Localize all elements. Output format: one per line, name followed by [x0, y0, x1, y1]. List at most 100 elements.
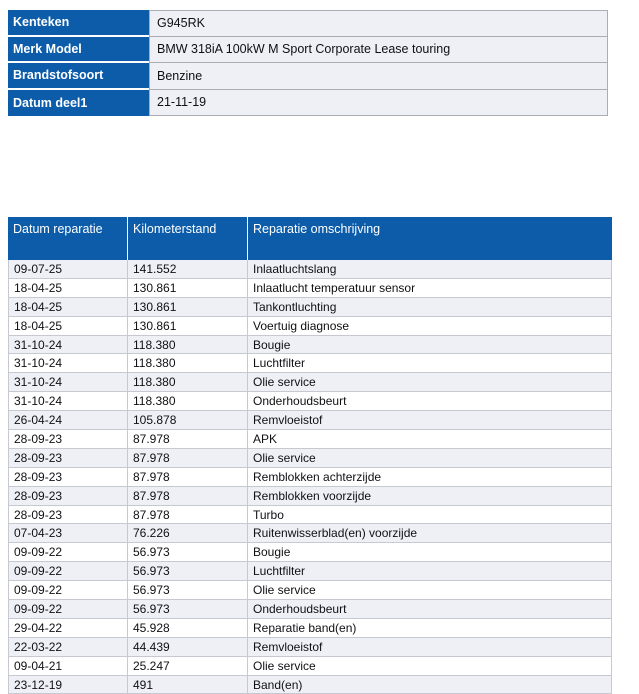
repair-km-cell: 130.861: [128, 297, 248, 317]
repair-history-body: 09-07-25 141.552 Inlaatluchtslang 18-04-…: [8, 260, 612, 694]
repair-km-cell: 118.380: [128, 392, 248, 412]
repair-km-cell: 25.247: [128, 656, 248, 676]
repair-km-cell: 491: [128, 675, 248, 694]
repair-date-cell: 22-03-22: [8, 637, 128, 657]
info-row: Brandstofsoort Benzine: [8, 63, 608, 90]
repair-km-cell: 87.978: [128, 467, 248, 487]
repair-date-cell: 18-04-25: [8, 297, 128, 317]
repair-km-cell: 118.380: [128, 335, 248, 355]
repair-header-row: Datum reparatie Kilometerstand Reparatie…: [8, 217, 612, 260]
repair-row: 09-09-22 56.973 Bougie: [8, 543, 612, 563]
info-row: Merk Model BMW 318iA 100kW M Sport Corpo…: [8, 36, 608, 63]
info-value: BMW 318iA 100kW M Sport Corporate Lease …: [149, 36, 608, 63]
info-label: Datum deel1: [8, 89, 149, 116]
repair-history-header: Datum reparatie Kilometerstand Reparatie…: [8, 217, 612, 260]
repair-km-cell: 45.928: [128, 618, 248, 638]
repair-date-cell: 18-04-25: [8, 278, 128, 298]
repair-date-cell: 23-12-19: [8, 675, 128, 694]
repair-km-cell: 56.973: [128, 600, 248, 619]
vehicle-info-body: Kenteken G945RK Merk Model BMW 318iA 100…: [8, 10, 608, 116]
repair-km-cell: 56.973: [128, 581, 248, 601]
repair-desc-cell: Luchtfilter: [248, 354, 612, 374]
repair-km-cell: 44.439: [128, 637, 248, 657]
column-header-datum-reparatie: Datum reparatie: [8, 217, 128, 260]
info-row: Kenteken G945RK: [8, 10, 608, 37]
repair-date-cell: 09-09-22: [8, 600, 128, 619]
repair-row: 23-12-19 491 Band(en): [8, 675, 612, 694]
repair-desc-cell: Voertuig diagnose: [248, 316, 612, 336]
repair-desc-cell: Remblokken voorzijde: [248, 486, 612, 506]
repair-history-table: Datum reparatie Kilometerstand Reparatie…: [8, 217, 612, 694]
repair-date-cell: 28-09-23: [8, 505, 128, 525]
repair-desc-cell: Remblokken achterzijde: [248, 467, 612, 487]
repair-row: 22-03-22 44.439 Remvloeistof: [8, 637, 612, 657]
repair-row: 31-10-24 118.380 Bougie: [8, 335, 612, 355]
repair-row: 18-04-25 130.861 Tankontluchting: [8, 297, 612, 317]
repair-date-cell: 18-04-25: [8, 316, 128, 336]
repair-date-cell: 31-10-24: [8, 373, 128, 393]
repair-date-cell: 09-09-22: [8, 581, 128, 601]
repair-date-cell: 09-07-25: [8, 260, 128, 279]
repair-row: 28-09-23 87.978 Turbo: [8, 505, 612, 525]
repair-date-cell: 09-09-22: [8, 543, 128, 563]
repair-row: 31-10-24 118.380 Luchtfilter: [8, 354, 612, 374]
repair-desc-cell: Luchtfilter: [248, 562, 612, 582]
repair-row: 09-04-21 25.247 Olie service: [8, 656, 612, 676]
repair-km-cell: 118.380: [128, 373, 248, 393]
repair-date-cell: 28-09-23: [8, 448, 128, 468]
repair-km-cell: 87.978: [128, 505, 248, 525]
repair-km-cell: 56.973: [128, 543, 248, 563]
repair-row: 29-04-22 45.928 Reparatie band(en): [8, 618, 612, 638]
repair-desc-cell: Olie service: [248, 448, 612, 468]
repair-date-cell: 09-04-21: [8, 656, 128, 676]
repair-desc-cell: Remvloeistof: [248, 637, 612, 657]
vehicle-info-table: Kenteken G945RK Merk Model BMW 318iA 100…: [8, 10, 608, 116]
repair-row: 09-09-22 56.973 Olie service: [8, 581, 612, 601]
repair-desc-cell: APK: [248, 430, 612, 449]
repair-date-cell: 28-09-23: [8, 467, 128, 487]
repair-desc-cell: Reparatie band(en): [248, 618, 612, 638]
repair-date-cell: 28-09-23: [8, 486, 128, 506]
repair-row: 28-09-23 87.978 Olie service: [8, 448, 612, 468]
info-label: Merk Model: [8, 36, 149, 63]
column-header-kilometerstand: Kilometerstand: [128, 217, 248, 260]
repair-km-cell: 76.226: [128, 524, 248, 544]
repair-date-cell: 07-04-23: [8, 524, 128, 544]
column-header-reparatie-omschrijving: Reparatie omschrijving: [248, 217, 612, 260]
repair-date-cell: 31-10-24: [8, 354, 128, 374]
repair-row: 26-04-24 105.878 Remvloeistof: [8, 411, 612, 431]
repair-row: 28-09-23 87.978 Remblokken achterzijde: [8, 467, 612, 487]
repair-desc-cell: Bougie: [248, 335, 612, 355]
repair-desc-cell: Inlaatluchtslang: [248, 260, 612, 279]
info-label: Kenteken: [8, 10, 149, 37]
repair-row: 18-04-25 130.861 Voertuig diagnose: [8, 316, 612, 336]
repair-row: 31-10-24 118.380 Onderhoudsbeurt: [8, 392, 612, 412]
repair-date-cell: 28-09-23: [8, 430, 128, 449]
repair-row: 28-09-23 87.978 APK: [8, 430, 612, 449]
repair-date-cell: 31-10-24: [8, 335, 128, 355]
repair-km-cell: 141.552: [128, 260, 248, 279]
repair-row: 09-09-22 56.973 Luchtfilter: [8, 562, 612, 582]
repair-date-cell: 31-10-24: [8, 392, 128, 412]
info-row: Datum deel1 21-11-19: [8, 89, 608, 116]
repair-desc-cell: Tankontluchting: [248, 297, 612, 317]
repair-date-cell: 26-04-24: [8, 411, 128, 431]
repair-row: 31-10-24 118.380 Olie service: [8, 373, 612, 393]
repair-desc-cell: Remvloeistof: [248, 411, 612, 431]
info-value: 21-11-19: [149, 89, 608, 116]
repair-km-cell: 130.861: [128, 316, 248, 336]
repair-row: 28-09-23 87.978 Remblokken voorzijde: [8, 486, 612, 506]
repair-km-cell: 87.978: [128, 430, 248, 449]
repair-km-cell: 87.978: [128, 448, 248, 468]
repair-row: 09-07-25 141.552 Inlaatluchtslang: [8, 260, 612, 279]
repair-km-cell: 87.978: [128, 486, 248, 506]
repair-desc-cell: Olie service: [248, 656, 612, 676]
repair-km-cell: 105.878: [128, 411, 248, 431]
repair-desc-cell: Band(en): [248, 675, 612, 694]
repair-desc-cell: Ruitenwisserblad(en) voorzijde: [248, 524, 612, 544]
repair-desc-cell: Onderhoudsbeurt: [248, 600, 612, 619]
info-label: Brandstofsoort: [8, 63, 149, 90]
repair-desc-cell: Bougie: [248, 543, 612, 563]
repair-km-cell: 118.380: [128, 354, 248, 374]
repair-desc-cell: Olie service: [248, 373, 612, 393]
